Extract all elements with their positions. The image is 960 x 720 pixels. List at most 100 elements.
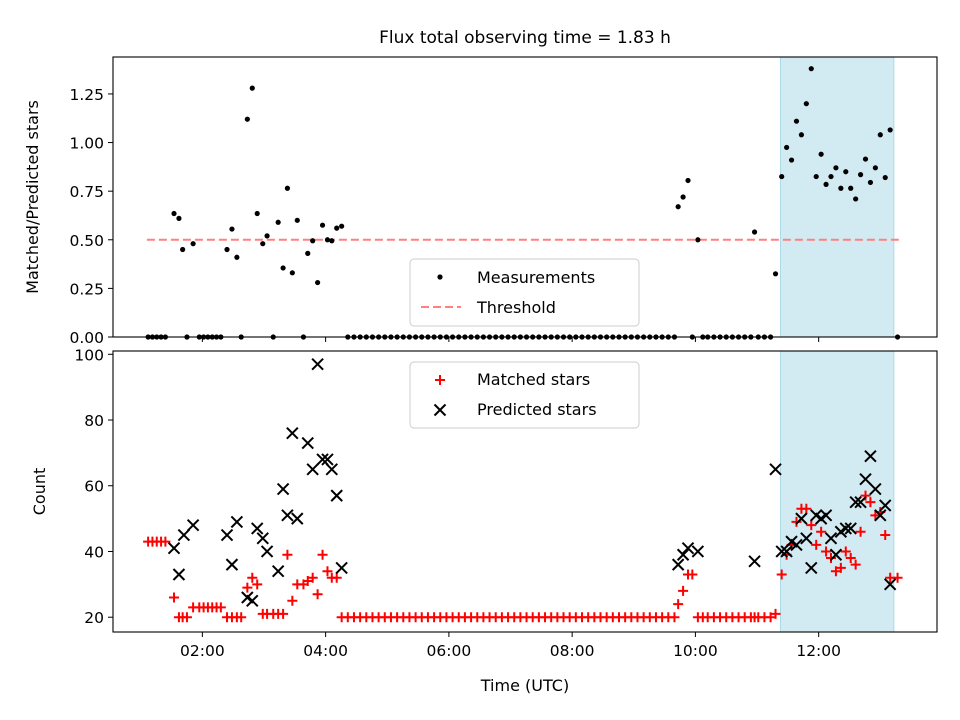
measurement-point bbox=[843, 169, 849, 175]
measurement-point bbox=[872, 165, 878, 171]
predicted-star-marker bbox=[849, 495, 862, 509]
measurement-point bbox=[305, 250, 311, 256]
measurement-point bbox=[823, 181, 829, 187]
y-tick-label: 0.00 bbox=[69, 329, 104, 347]
measurement-point bbox=[808, 66, 814, 72]
measurement-point bbox=[680, 194, 686, 200]
legend-matched-label: Matched stars bbox=[477, 370, 590, 389]
predicted-star-marker bbox=[748, 555, 761, 568]
predicted-star-marker bbox=[879, 499, 892, 512]
predicted-star-marker bbox=[839, 522, 852, 535]
predicted-star-marker bbox=[844, 522, 857, 535]
matched-star-marker bbox=[678, 585, 689, 596]
matched-star-marker bbox=[816, 526, 827, 537]
measurement-point bbox=[798, 132, 805, 138]
predicted-star-marker bbox=[311, 357, 324, 371]
matched-star-marker bbox=[673, 599, 684, 610]
matched-star-marker bbox=[242, 582, 253, 593]
legend-measurements-label: Measurements bbox=[477, 268, 595, 287]
matched-star-marker bbox=[865, 497, 876, 508]
predicted-star-marker bbox=[800, 532, 813, 545]
predicted-star-marker bbox=[325, 463, 338, 476]
matched-star-marker bbox=[806, 520, 817, 531]
x-tick-label: 06:00 bbox=[427, 642, 472, 660]
measurement-point bbox=[833, 165, 839, 171]
predicted-star-marker bbox=[220, 528, 234, 542]
predicted-star-marker bbox=[824, 532, 838, 545]
predicted-star-marker bbox=[775, 545, 788, 558]
predicted-star-marker bbox=[671, 558, 685, 571]
measurement-point bbox=[315, 279, 321, 286]
measurement-point bbox=[838, 185, 844, 191]
predicted-star-marker bbox=[251, 522, 264, 535]
predicted-star-marker bbox=[805, 561, 818, 575]
x-tick-label: 08:00 bbox=[550, 642, 595, 660]
x-tick-label: 02:00 bbox=[180, 642, 225, 660]
matched-star-marker bbox=[669, 612, 680, 623]
predicted-star-marker bbox=[316, 453, 329, 466]
legend-box bbox=[409, 361, 640, 429]
top-panel: 0.00 0.25 0.50 0.75 1.00 1.25 Matched/Predicte… bbox=[23, 56, 938, 347]
y-tick-label: 0.25 bbox=[69, 280, 104, 298]
axes-frame bbox=[112, 56, 938, 338]
axes-frame bbox=[112, 350, 938, 633]
measurement-point bbox=[171, 210, 177, 217]
predicted-star-marker bbox=[780, 545, 793, 558]
measurement-point bbox=[294, 217, 300, 223]
predicted-star-marker bbox=[321, 453, 334, 466]
measurement-point bbox=[264, 233, 270, 239]
matched-star-marker bbox=[850, 559, 861, 570]
matched-star-marker bbox=[835, 562, 846, 573]
predicted-star-marker bbox=[854, 495, 867, 509]
predicted-star-marker bbox=[281, 509, 294, 522]
measurement-point bbox=[339, 223, 345, 229]
legend-threshold-label: Threshold bbox=[476, 298, 556, 317]
matched-star-marker bbox=[252, 579, 263, 590]
x-axis-label: Time (UTC) bbox=[480, 676, 569, 695]
predicted-star-marker bbox=[256, 532, 269, 545]
matched-star-marker bbox=[287, 595, 298, 606]
y-tick-label: 1.25 bbox=[69, 86, 104, 104]
y-axis-label: Count bbox=[30, 468, 49, 516]
predicted-star-marker bbox=[167, 541, 181, 555]
predicted-star-marker bbox=[874, 509, 887, 522]
bottom-panel: 20 40 60 80 100 02:00 04:00 06:00 08:00 10:00 12:0… bbox=[30, 346, 938, 695]
measurement-point bbox=[310, 238, 316, 244]
predicted-star-marker bbox=[681, 541, 695, 555]
measurement-point bbox=[229, 226, 235, 232]
measurement-point bbox=[818, 151, 824, 157]
matched-star-marker bbox=[801, 503, 812, 514]
measurement-point bbox=[828, 173, 834, 180]
predicted-star-marker bbox=[335, 561, 348, 575]
measurement-point bbox=[793, 118, 800, 124]
matched-star-marker bbox=[278, 608, 289, 619]
predicted-star-marker bbox=[246, 594, 259, 607]
matched-star-marker bbox=[317, 549, 328, 560]
measurement-point bbox=[877, 132, 883, 138]
matched-star-marker bbox=[322, 566, 333, 577]
predicted-star-marker bbox=[769, 463, 782, 476]
measurement-point bbox=[324, 237, 331, 243]
legend-matched-marker bbox=[435, 375, 445, 385]
predicted-star-marker bbox=[260, 545, 274, 558]
predicted-star-marker bbox=[306, 463, 319, 476]
legend: Matched stars Predicted stars bbox=[409, 361, 640, 429]
y-tick-label: 20 bbox=[84, 609, 104, 627]
predicted-star-marker bbox=[676, 548, 690, 561]
measurement-point bbox=[249, 85, 255, 91]
measurement-point bbox=[254, 210, 260, 217]
predicted-star-marker bbox=[276, 482, 290, 496]
predicted-star-marker bbox=[286, 426, 299, 440]
matched-star-marker bbox=[825, 553, 836, 564]
measurement-point bbox=[848, 185, 854, 191]
matched-star-marker bbox=[845, 553, 856, 564]
matched-star-marker bbox=[840, 546, 851, 557]
measurement-point bbox=[882, 174, 888, 181]
measurement-point bbox=[772, 271, 779, 277]
legend-box bbox=[409, 258, 640, 327]
measurement-point bbox=[284, 185, 291, 191]
data-points bbox=[143, 357, 903, 623]
legend: Measurements Threshold bbox=[409, 258, 640, 327]
matched-star-marker bbox=[282, 549, 293, 560]
predicted-star-marker bbox=[795, 512, 808, 525]
